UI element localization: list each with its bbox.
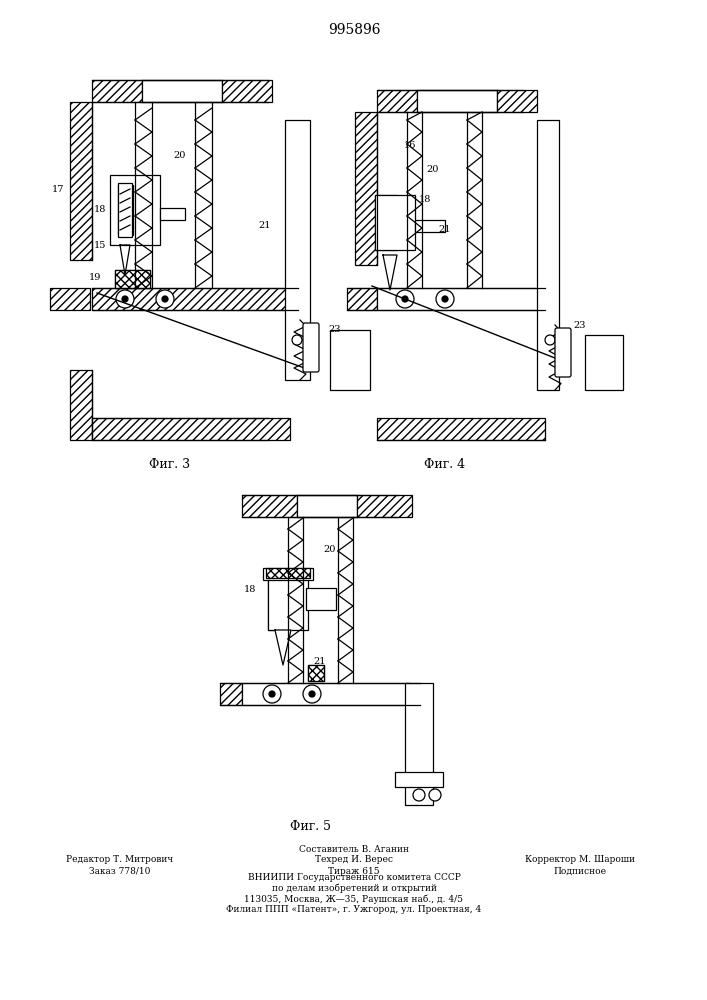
Bar	[417, 90, 497, 112]
Text: 20: 20	[174, 150, 186, 159]
Text: Φиг. 5: Φиг. 5	[289, 820, 330, 834]
Circle shape	[292, 335, 302, 345]
Text: Филиал ППП «Патент», г. Ужгород, ул. Проектная, 4: Филиал ППП «Патент», г. Ужгород, ул. Про…	[226, 906, 481, 914]
Bar	[405, 683, 433, 805]
Bar	[92, 418, 290, 440]
Bar	[585, 335, 623, 390]
Bar	[375, 195, 397, 250]
Bar	[266, 568, 310, 578]
Bar	[297, 495, 357, 517]
Bar	[377, 418, 545, 440]
Circle shape	[309, 691, 315, 697]
Text: по делам изобретений и открытий: по делам изобретений и открытий	[271, 883, 436, 893]
Bar	[395, 772, 443, 787]
Bar	[268, 570, 290, 630]
Text: ВНИИПИ Государственного комитета СССР: ВНИИПИ Государственного комитета СССР	[247, 872, 460, 882]
Text: 20: 20	[324, 546, 337, 554]
Bar	[222, 80, 272, 102]
Bar	[347, 288, 377, 310]
Text: 23: 23	[574, 320, 586, 330]
FancyBboxPatch shape	[555, 328, 571, 377]
Bar	[330, 330, 370, 390]
Bar	[70, 370, 92, 440]
Text: 15: 15	[94, 240, 106, 249]
Bar	[268, 570, 308, 630]
Circle shape	[402, 296, 408, 302]
Bar	[308, 665, 324, 681]
Text: 19: 19	[89, 272, 101, 282]
Text: 16: 16	[404, 140, 416, 149]
Circle shape	[442, 296, 448, 302]
Bar	[160, 208, 185, 220]
Bar	[92, 80, 142, 102]
FancyBboxPatch shape	[303, 323, 319, 372]
Bar	[118, 183, 132, 237]
Bar	[242, 683, 410, 705]
Polygon shape	[383, 255, 397, 290]
Bar	[115, 270, 150, 288]
Bar	[142, 80, 222, 102]
Text: 18: 18	[244, 585, 256, 594]
Bar	[415, 220, 445, 232]
Circle shape	[263, 685, 281, 703]
Bar	[220, 683, 242, 705]
Bar	[92, 288, 290, 310]
Text: Подписное: Подписное	[554, 866, 607, 876]
Circle shape	[413, 789, 425, 801]
Text: 21: 21	[314, 658, 326, 666]
Bar	[70, 102, 92, 260]
Bar	[285, 120, 310, 380]
Circle shape	[303, 685, 321, 703]
Bar	[242, 495, 297, 517]
Circle shape	[122, 296, 128, 302]
Text: 113035, Москва, Ж—35, Раушская наб., д. 4/5: 113035, Москва, Ж—35, Раушская наб., д. …	[245, 894, 464, 904]
Bar	[377, 288, 545, 310]
Text: Составитель В. Аганин: Составитель В. Аганин	[299, 844, 409, 854]
Text: Φиг. 3: Φиг. 3	[149, 458, 191, 472]
Bar	[377, 90, 417, 112]
Text: 18: 18	[94, 206, 106, 215]
Text: 21: 21	[439, 226, 451, 234]
Circle shape	[436, 290, 454, 308]
Bar	[118, 185, 133, 235]
Text: Заказ 778/10: Заказ 778/10	[89, 866, 151, 876]
Text: Техред И. Верес: Техред И. Верес	[315, 856, 393, 864]
Circle shape	[156, 290, 174, 308]
Text: Тираж 615: Тираж 615	[328, 866, 380, 876]
Text: 18: 18	[419, 196, 431, 205]
Polygon shape	[275, 630, 291, 665]
Text: Φиг. 4: Φиг. 4	[424, 458, 466, 472]
Bar	[375, 195, 415, 250]
Bar	[306, 588, 336, 610]
Text: 995896: 995896	[328, 23, 380, 37]
Circle shape	[396, 290, 414, 308]
Bar	[355, 112, 377, 265]
Circle shape	[429, 789, 441, 801]
Circle shape	[162, 296, 168, 302]
Bar	[50, 288, 90, 310]
Bar	[308, 665, 324, 681]
Text: 17: 17	[52, 186, 64, 194]
Bar	[263, 568, 313, 580]
Circle shape	[269, 691, 275, 697]
Text: 20: 20	[427, 165, 439, 174]
Bar	[115, 270, 150, 288]
Bar	[110, 175, 160, 245]
Text: Корректор М. Шароши: Корректор М. Шароши	[525, 856, 635, 864]
Text: Редактор Т. Митрович: Редактор Т. Митрович	[66, 856, 174, 864]
Bar	[357, 495, 412, 517]
Bar	[497, 90, 537, 112]
Bar	[537, 120, 559, 390]
Text: 21: 21	[259, 221, 271, 230]
Circle shape	[116, 290, 134, 308]
Circle shape	[545, 335, 555, 345]
Text: 23: 23	[329, 326, 341, 334]
